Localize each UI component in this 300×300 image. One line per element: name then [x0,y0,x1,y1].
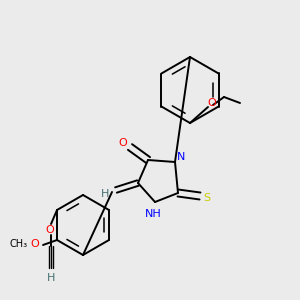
Text: O: O [46,225,54,235]
Text: O: O [118,138,127,148]
Text: N: N [177,152,185,162]
Text: NH: NH [145,209,161,219]
Text: H: H [101,189,109,199]
Text: O: O [208,98,216,108]
Text: H: H [47,273,55,283]
Text: CH₃: CH₃ [10,239,28,249]
Text: S: S [203,193,211,203]
Text: O: O [31,239,39,249]
